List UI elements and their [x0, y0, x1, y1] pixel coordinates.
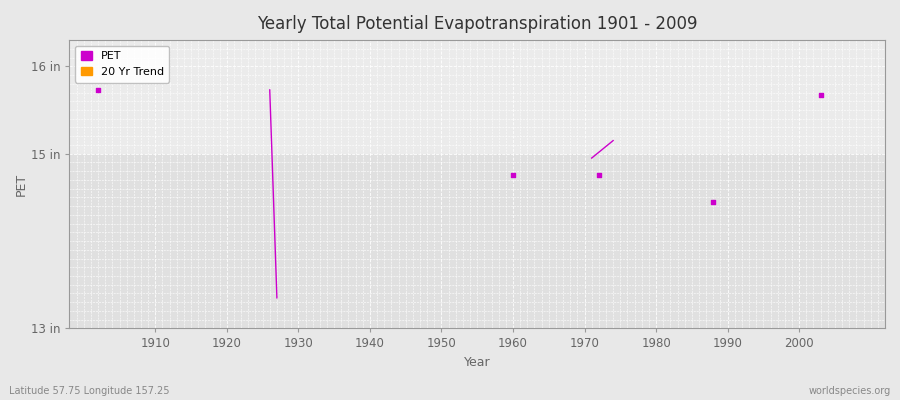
Point	[814, 92, 828, 98]
Text: worldspecies.org: worldspecies.org	[809, 386, 891, 396]
X-axis label: Year: Year	[464, 356, 490, 369]
Legend: PET, 20 Yr Trend: PET, 20 Yr Trend	[75, 46, 169, 82]
Bar	[69, 154, 885, 328]
Y-axis label: PET: PET	[15, 173, 28, 196]
Title: Yearly Total Potential Evapotranspiration 1901 - 2009: Yearly Total Potential Evapotranspiratio…	[257, 15, 698, 33]
Point	[591, 172, 606, 178]
Point	[506, 172, 520, 178]
Point	[91, 87, 105, 93]
Point	[706, 198, 721, 205]
Text: Latitude 57.75 Longitude 157.25: Latitude 57.75 Longitude 157.25	[9, 386, 169, 396]
